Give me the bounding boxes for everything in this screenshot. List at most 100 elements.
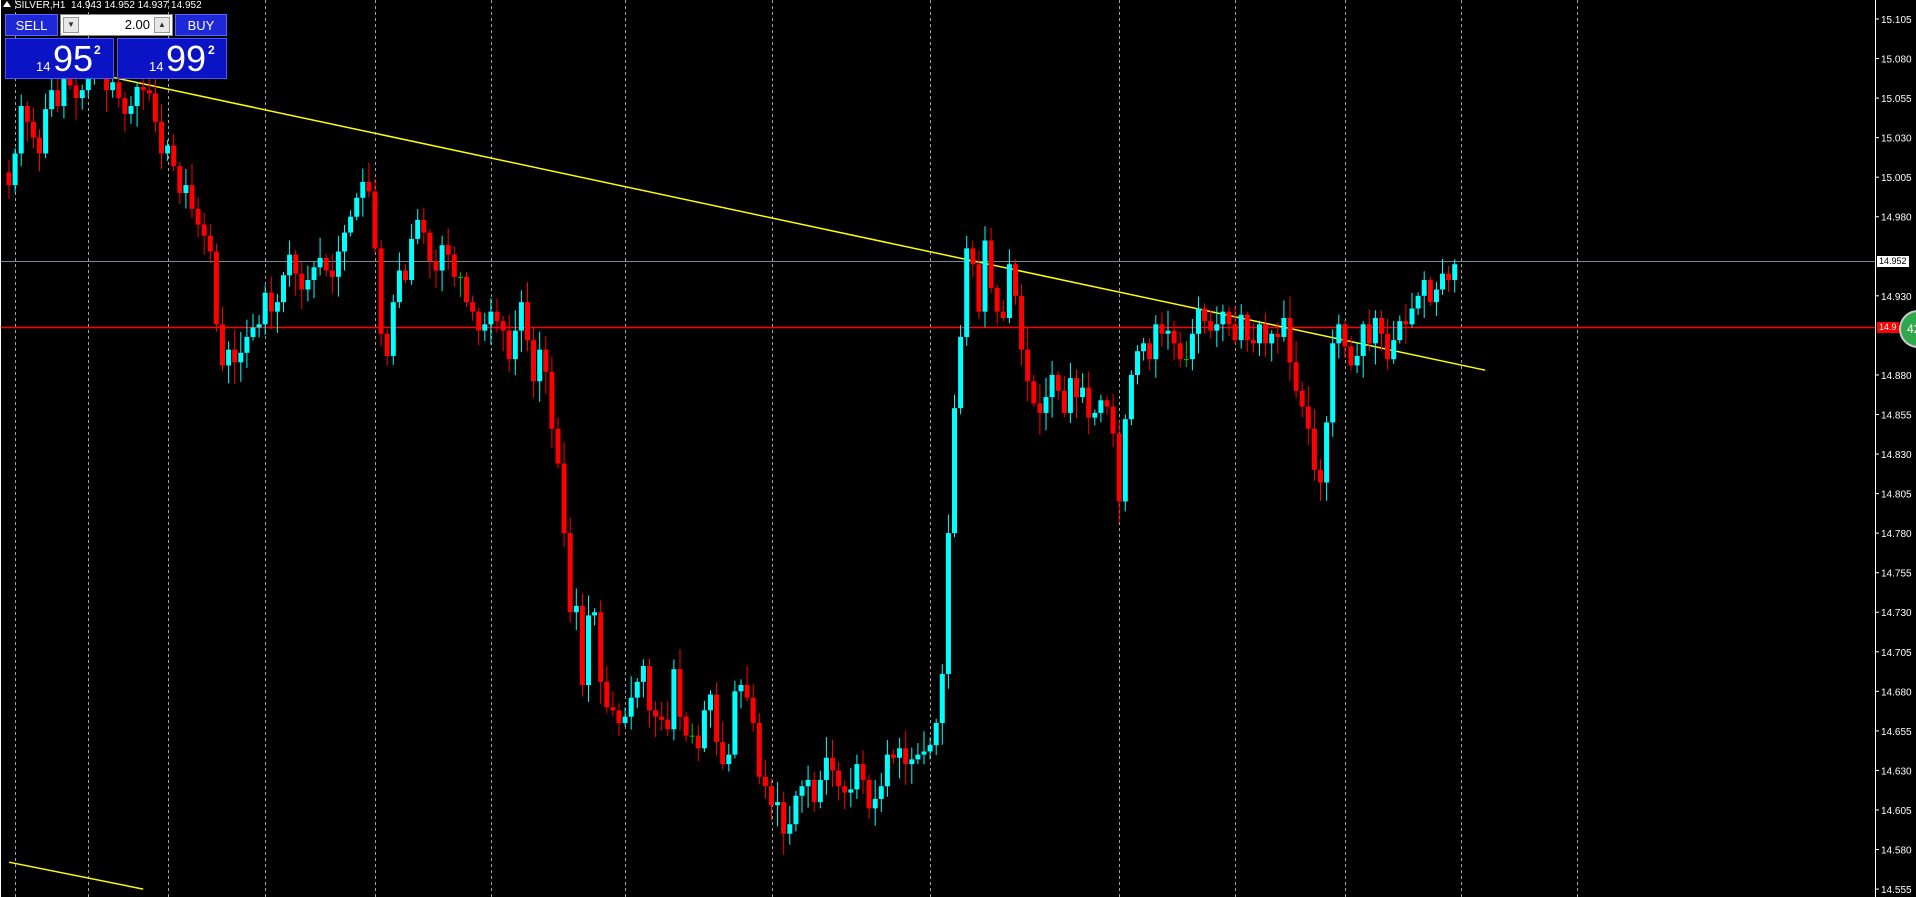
candle-body [781,802,787,834]
lot-size-stepper[interactable]: ▼ 2.00 ▲ [60,14,173,36]
lot-size-value[interactable]: 2.00 [124,17,150,32]
candle [146,78,152,101]
candle-body [1013,264,1018,296]
price-tick-label: 14.630 [1881,766,1912,777]
candle-body [634,681,640,698]
sell-price-prefix: 14 [36,59,51,74]
candle-body [586,615,591,686]
candle-body [872,798,878,809]
sell-price-fraction: 2 [94,43,101,57]
buy-button[interactable]: BUY [175,14,227,36]
candle [1061,375,1067,418]
candle-body [1305,406,1311,429]
candle-body [915,754,921,760]
sell-price-button[interactable]: 14 95 2 [5,38,114,79]
candle-body [579,605,585,686]
candle-body [274,302,280,312]
candle [165,139,171,161]
candle-body [647,666,652,711]
candle [683,711,689,742]
vertical-grid [15,0,1578,897]
candle-body [30,121,36,138]
candle-body [927,745,933,752]
candle-body [1427,280,1433,303]
candle [939,664,945,745]
candle-body [1391,340,1397,360]
trendlines[interactable] [8,60,1486,890]
candle [1189,318,1195,371]
candle-body [1421,280,1427,296]
candle-body [1202,308,1208,322]
candle [634,678,640,709]
candle-body [323,257,329,271]
candle-body [134,87,140,106]
candle [37,129,42,172]
buy-price-button[interactable]: 14 99 2 [117,38,227,79]
candle-body [201,224,207,236]
candle-body [451,254,457,277]
candle-body [1177,343,1183,360]
lot-increase-icon[interactable]: ▲ [154,17,170,33]
candle-body [970,248,976,265]
candle [891,749,896,764]
candle-body [348,216,354,233]
candle [945,514,951,689]
candle [323,254,329,277]
candle [433,249,439,288]
candle [708,690,713,728]
candle [281,271,286,313]
candle [1141,337,1147,361]
candle [49,77,55,117]
candle [1318,459,1323,501]
candle [1177,331,1183,368]
candle-body [823,757,829,780]
candle-body [232,349,238,363]
candle [1122,414,1128,512]
candle [1025,328,1031,402]
candle-body [1275,333,1281,337]
price-tick-label: 14.580 [1881,846,1912,857]
collapse-triangle-icon[interactable] [3,1,11,7]
candle-body [171,145,177,167]
candle-body [1250,340,1256,344]
candle-body [744,685,750,698]
candle [1244,311,1250,352]
candle [134,82,140,127]
candle [348,210,354,237]
candle-body [720,741,726,765]
candle-body [610,707,616,711]
candle [122,92,128,132]
candle [470,295,476,321]
candle [848,768,854,808]
candle [1342,319,1348,359]
candle [293,249,299,296]
candle-body [677,669,683,717]
candle-body [1074,378,1079,398]
sell-button[interactable]: SELL [5,14,58,36]
candle [427,229,433,279]
candle-body [488,311,494,325]
candle [1196,296,1201,354]
price-tick-label: 15.105 [1881,15,1912,26]
candle [1415,292,1421,316]
candle [720,721,726,770]
candle [1080,373,1086,403]
candle-body [79,90,85,99]
candle-body [1440,273,1445,290]
candle [79,84,85,110]
candle-body [1214,324,1220,331]
candle [488,298,494,345]
candle [921,731,927,765]
candle [445,228,451,271]
candle-body [628,697,634,717]
candle [598,600,604,704]
candle [830,739,835,788]
candle [805,765,811,808]
price-tick-label: 14.880 [1881,371,1912,382]
candle-body [1067,378,1073,413]
lot-decrease-icon[interactable]: ▼ [63,17,79,33]
candle-body [366,181,372,192]
candle [299,261,305,310]
candle [964,236,970,346]
